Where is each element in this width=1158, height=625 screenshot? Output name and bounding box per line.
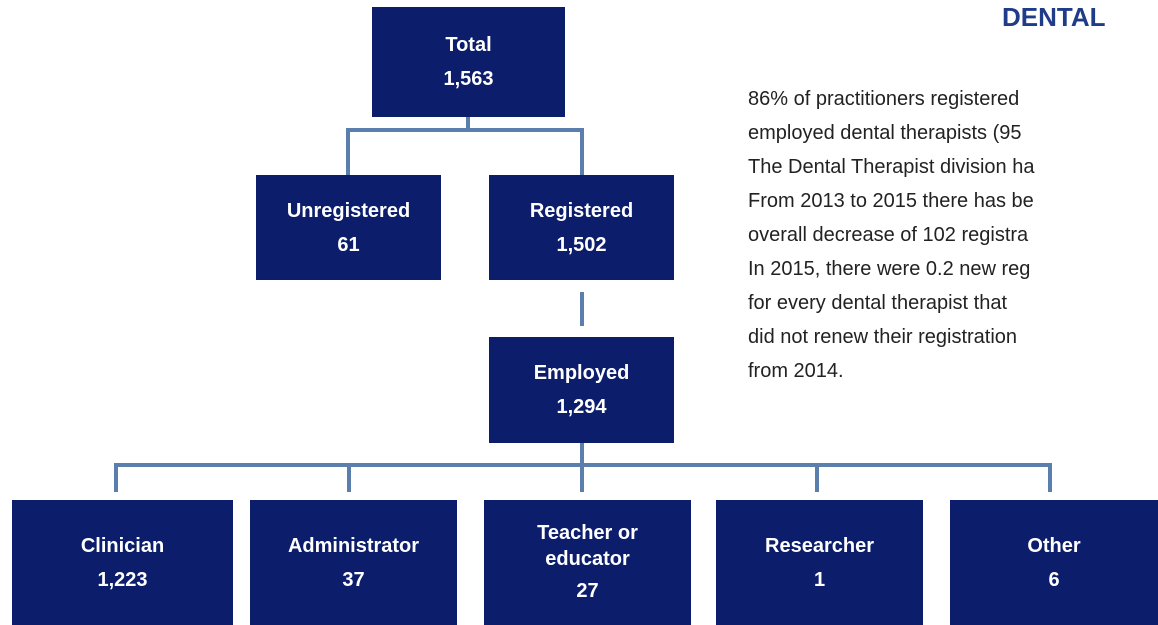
node-label: Clinician <box>80 534 165 557</box>
node: Clinician 1,223 <box>12 500 233 625</box>
node-value: 6 <box>1048 568 1060 591</box>
node-label: Other <box>1027 534 1081 557</box>
text-line: for every dental therapist that <box>748 292 1008 314</box>
node-value: 37 <box>342 568 365 591</box>
text-line: From 2013 to 2015 there has be <box>748 190 1034 212</box>
node: Employed 1,294 <box>489 337 674 443</box>
node-value: 1,223 <box>97 568 148 591</box>
text-line: 86% of practitioners registered <box>748 88 1020 110</box>
node-label: Registered <box>529 199 634 222</box>
node-label: Administrator <box>287 534 420 557</box>
node: Registered 1,502 <box>489 175 674 280</box>
node-label: Unregistered <box>286 199 411 222</box>
text-line: from 2014. <box>748 360 844 382</box>
node-value: 61 <box>337 233 360 256</box>
node-value: 1,294 <box>556 396 607 418</box>
node-label: Teacher or educator <box>537 521 638 570</box>
node-label: Employed <box>533 362 630 384</box>
text-line: did not renew their registration <box>748 326 1018 348</box>
node-value: 1 <box>813 568 826 591</box>
node: Administrator 37 <box>250 500 457 625</box>
text-line: In 2015, there were 0.2 new reg <box>748 258 1031 280</box>
node: Other 6 <box>950 500 1158 625</box>
node: Teacher or educator 27 <box>484 500 691 625</box>
description: 86% of practitioners registered employed … <box>748 82 1034 388</box>
node: Unregistered 61 <box>256 175 441 280</box>
text-line: overall decrease of 102 registra <box>748 224 1029 246</box>
connector <box>346 117 584 175</box>
text-line: The Dental Therapist division ha <box>748 156 1035 178</box>
text-line: employed dental therapists (95 <box>748 122 1022 144</box>
node-value: 1,502 <box>556 233 607 256</box>
node-label: Total <box>445 34 492 56</box>
connector <box>114 443 1052 492</box>
node-value: 27 <box>576 579 599 602</box>
node-label: Researcher <box>765 534 874 557</box>
node: Total 1,563 <box>372 7 565 117</box>
node-value: 1,563 <box>443 68 494 90</box>
title: DENTAL <box>1002 2 1106 32</box>
node: Researcher 1 <box>716 500 923 625</box>
